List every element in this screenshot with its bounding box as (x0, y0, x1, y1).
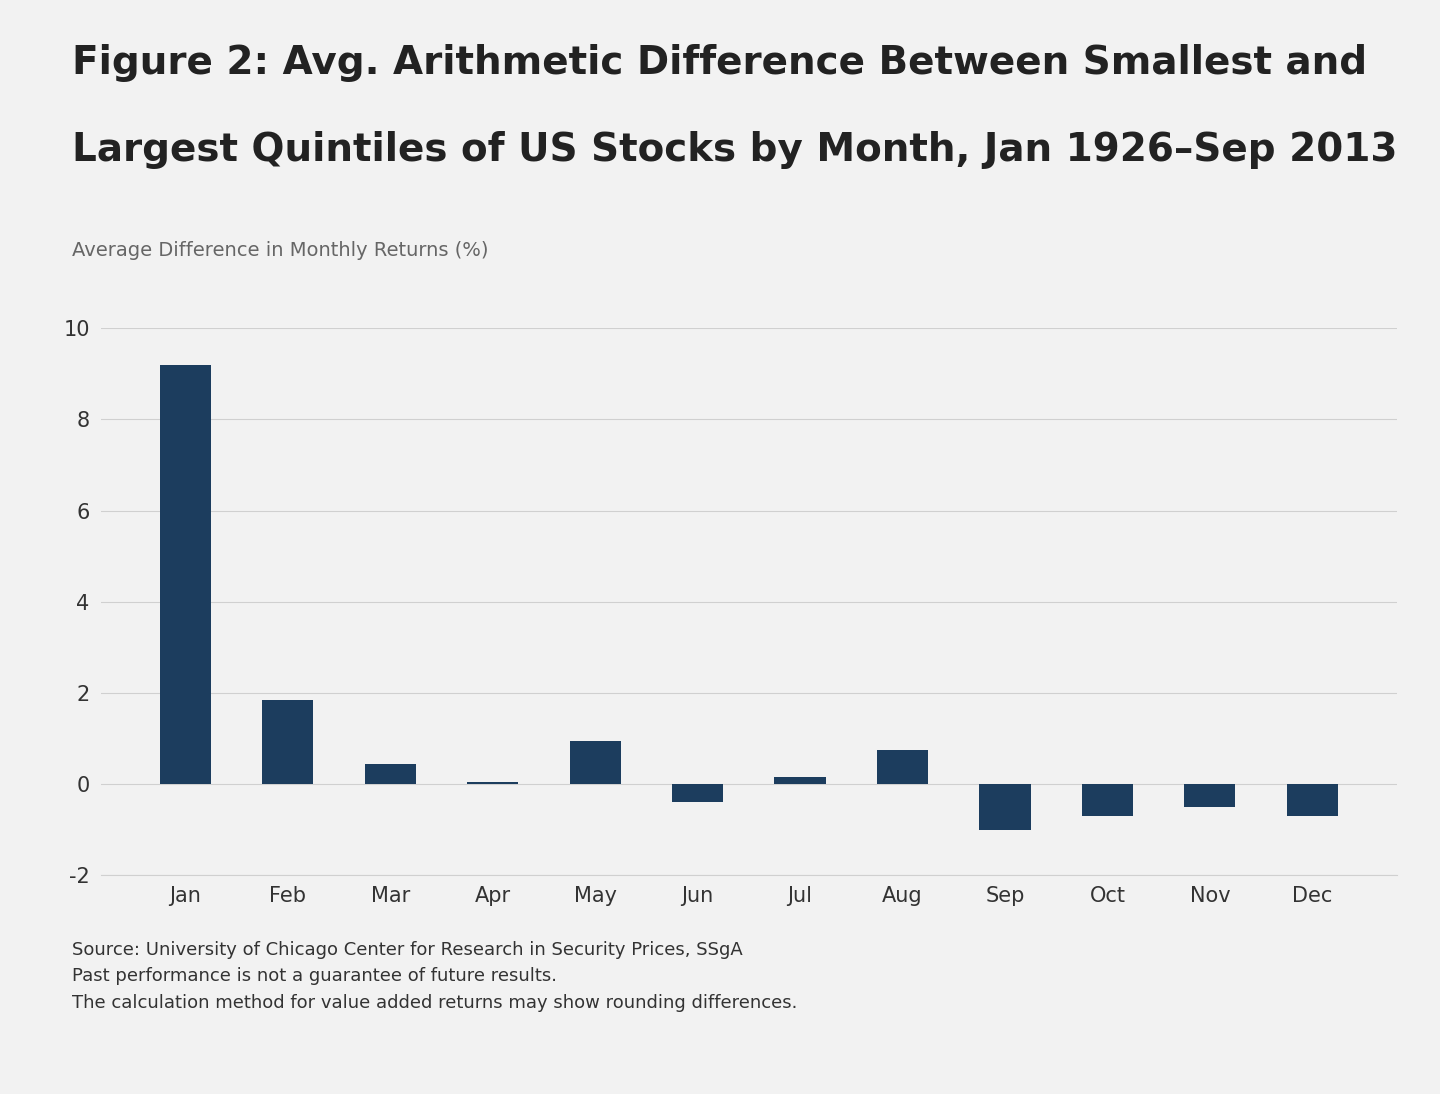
Bar (1184, 784, 1236, 807)
Bar (1287, 784, 1338, 816)
Text: Source: University of Chicago Center for Research in Security Prices, SSgA
Past : Source: University of Chicago Center for… (72, 941, 798, 1012)
Bar (1081, 784, 1133, 816)
Bar (467, 782, 518, 784)
Bar (672, 784, 723, 802)
Bar (775, 777, 825, 784)
Bar (979, 784, 1031, 829)
Bar (160, 364, 210, 784)
Bar (877, 749, 929, 784)
Text: Average Difference in Monthly Returns (%): Average Difference in Monthly Returns (%… (72, 241, 488, 259)
Text: Largest Quintiles of US Stocks by Month, Jan 1926–Sep 2013: Largest Quintiles of US Stocks by Month,… (72, 131, 1397, 170)
Bar (364, 764, 416, 784)
Bar (262, 700, 314, 784)
Text: Figure 2: Avg. Arithmetic Difference Between Smallest and: Figure 2: Avg. Arithmetic Difference Bet… (72, 44, 1367, 82)
Bar (569, 741, 621, 784)
